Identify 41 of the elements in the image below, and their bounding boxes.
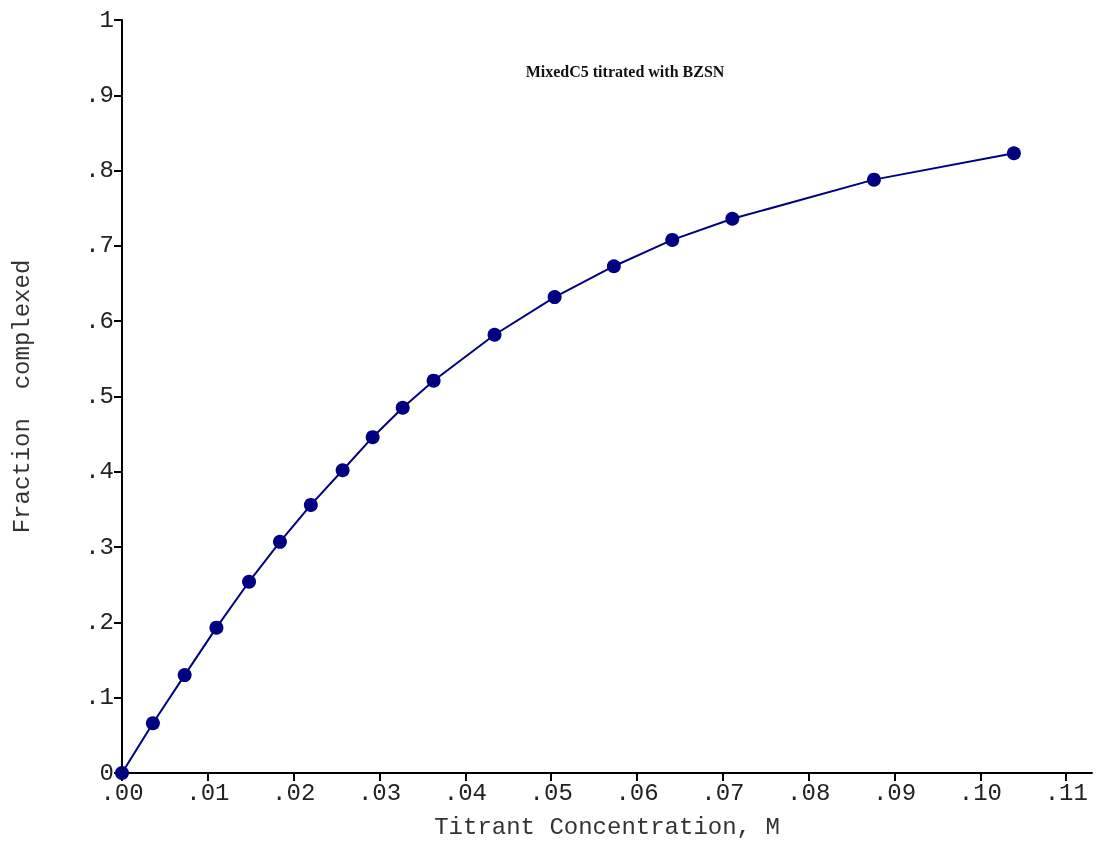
point — [335, 463, 350, 478]
point — [209, 620, 224, 635]
point — [242, 574, 257, 589]
y-tick-label: .2 — [85, 608, 114, 636]
y-axis-title: Fraction complexed — [8, 259, 36, 534]
y-tick-label: .3 — [85, 533, 114, 561]
x-tick-label: .02 — [272, 779, 316, 807]
y-tick-label: .7 — [85, 232, 114, 260]
point — [145, 716, 160, 731]
x-tick-label: .05 — [529, 779, 573, 807]
y-tick-label: .9 — [85, 81, 114, 109]
y-tick-label: .4 — [85, 458, 114, 486]
point — [665, 232, 680, 247]
y-tick-label: .5 — [85, 383, 114, 410]
y-tick-label: .6 — [85, 307, 114, 335]
y-tick-label: .8 — [85, 157, 114, 185]
point — [487, 327, 502, 342]
y-tick-label: 1 — [99, 6, 114, 34]
x-tick-label: .09 — [872, 779, 917, 807]
x-tick-label: .04 — [443, 779, 487, 807]
x-tick-label: .06 — [615, 779, 659, 807]
x-axis-title: Titrant Concentration, M — [434, 813, 780, 841]
point — [272, 534, 287, 549]
point — [177, 668, 192, 683]
point — [866, 172, 881, 187]
x-tick-label: .03 — [357, 779, 402, 807]
y-tick-label: .1 — [85, 684, 114, 712]
point — [395, 400, 410, 415]
point — [303, 497, 318, 512]
point — [365, 430, 380, 445]
point — [606, 259, 621, 274]
x-tick-label: .08 — [787, 779, 831, 807]
point — [547, 290, 562, 305]
point — [1006, 146, 1021, 161]
x-tick-label: .11 — [1044, 779, 1088, 807]
point — [725, 211, 740, 226]
text: MixedC5 titrated with BZSN — [525, 62, 725, 80]
point — [426, 373, 441, 388]
x-tick-label: .10 — [958, 779, 1003, 807]
x-tick-label: .07 — [701, 779, 745, 807]
x-tick-label: .01 — [186, 779, 230, 807]
